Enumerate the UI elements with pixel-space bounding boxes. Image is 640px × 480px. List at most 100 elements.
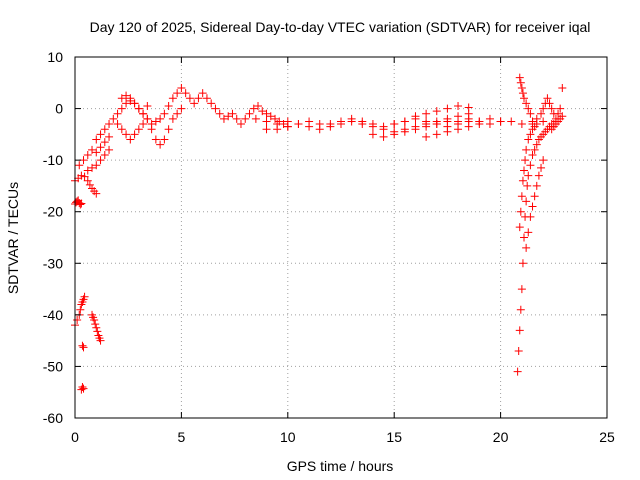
data-point (130, 130, 139, 139)
data-point (539, 104, 548, 113)
data-point (273, 125, 282, 134)
y-tick-label: -40 (43, 307, 63, 323)
data-point (464, 114, 473, 123)
data-point (160, 135, 169, 144)
data-point (516, 207, 525, 216)
data-point (83, 166, 92, 175)
data-point (215, 109, 224, 118)
data-point (83, 150, 92, 159)
data-point (151, 135, 160, 144)
data-point (271, 114, 280, 123)
data-point (177, 83, 186, 92)
data-point (105, 120, 114, 129)
data-point (522, 145, 531, 154)
data-point (147, 125, 156, 134)
data-point (164, 125, 173, 134)
data-point (92, 135, 101, 144)
data-point (241, 114, 250, 123)
y-tick-label: -50 (43, 358, 63, 374)
data-point (134, 104, 143, 113)
data-point (80, 292, 89, 301)
data-point (88, 145, 97, 154)
data-point (96, 156, 105, 165)
x-tick-label: 0 (71, 429, 79, 445)
data-point (518, 89, 527, 98)
data-point (283, 122, 292, 131)
data-point (164, 101, 173, 110)
series-sat_k (117, 91, 152, 118)
data-point (530, 145, 539, 154)
data-point (514, 346, 523, 355)
data-point (520, 166, 529, 175)
x-tick-label: 15 (386, 429, 402, 445)
data-point (516, 305, 525, 314)
data-point (379, 122, 388, 131)
data-point (515, 223, 524, 232)
data-point (547, 104, 556, 113)
data-point (219, 114, 228, 123)
data-point (521, 156, 530, 165)
data-point (83, 176, 92, 185)
data-point (515, 73, 524, 82)
data-point (105, 132, 114, 141)
data-point (507, 117, 516, 126)
data-point (211, 104, 220, 113)
series-sat_c (77, 383, 88, 394)
y-tick-label: 0 (55, 101, 63, 117)
x-tick-label: 25 (599, 429, 615, 445)
series-sat_o (390, 101, 473, 129)
data-point (516, 78, 525, 87)
data-point (198, 89, 207, 98)
data-point (91, 320, 100, 329)
data-point (517, 192, 526, 201)
data-point (160, 109, 169, 118)
x-axis-ticks: 0 5 10 15 20 25 (71, 57, 615, 445)
data-point (100, 125, 109, 134)
data-point (543, 94, 552, 103)
data-point (90, 316, 99, 325)
data-point (143, 114, 152, 123)
data-point (432, 120, 441, 129)
series-sat_v (547, 112, 567, 134)
data-point (526, 212, 535, 221)
data-point (75, 198, 84, 207)
data-point (249, 104, 258, 113)
data-point (534, 171, 543, 180)
data-point (190, 99, 199, 108)
data-point (513, 367, 522, 376)
y-tick-label: -20 (43, 204, 63, 220)
data-point (109, 114, 118, 123)
data-point (537, 109, 546, 118)
data-point (168, 114, 177, 123)
data-point (528, 202, 537, 211)
data-point (75, 161, 84, 170)
series-sat_t (515, 73, 535, 118)
data-point (96, 336, 105, 345)
data-point (523, 181, 532, 190)
data-point (224, 112, 233, 121)
data-point (518, 259, 527, 268)
data-point (539, 156, 548, 165)
data-point (390, 120, 399, 129)
data-point (556, 104, 565, 113)
data-point (368, 120, 377, 129)
data-point (245, 109, 254, 118)
data-point (78, 383, 87, 392)
data-point (522, 99, 531, 108)
series-sat_r (522, 156, 548, 252)
data-point (524, 104, 533, 113)
data-point (305, 122, 314, 131)
data-point (92, 161, 101, 170)
data-point (443, 104, 452, 113)
data-point (454, 101, 463, 110)
data-point (88, 163, 97, 172)
data-point (326, 120, 335, 129)
y-axis-ticks: -60 -50 -40 -30 -20 -10 0 10 (43, 49, 607, 426)
data-point (202, 94, 211, 103)
data-point (122, 130, 131, 139)
data-point (105, 145, 114, 154)
data-point (517, 120, 526, 129)
data-point (443, 117, 452, 126)
data-point (528, 120, 537, 129)
